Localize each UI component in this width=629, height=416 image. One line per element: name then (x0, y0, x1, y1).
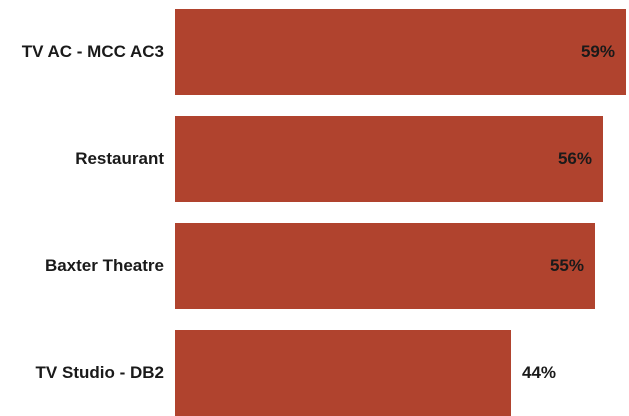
data-label: 56% (557, 149, 592, 168)
category-label: Restaurant (75, 149, 164, 168)
data-label: 55% (549, 256, 584, 275)
category-label: TV AC - MCC AC3 (21, 42, 164, 61)
category-label: TV Studio - DB2 (35, 363, 164, 382)
category-label: Baxter Theatre (44, 256, 164, 275)
bar (175, 116, 603, 202)
bar (175, 330, 511, 416)
bar (175, 9, 626, 95)
data-label: 59% (580, 42, 615, 61)
data-label: 44% (522, 363, 557, 382)
bar (175, 223, 595, 309)
